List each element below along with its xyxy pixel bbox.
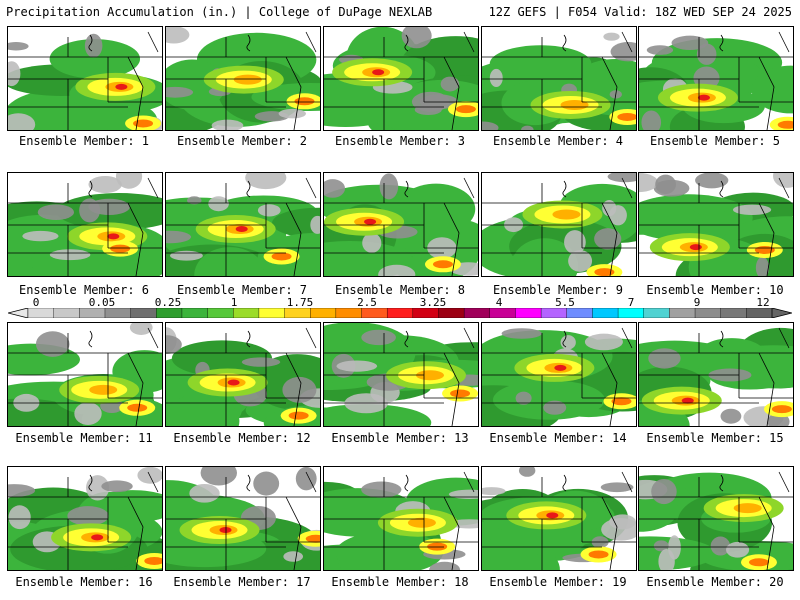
- ensemble-map-panel: [323, 26, 479, 131]
- colorbar-tick-label: 2.5: [357, 296, 377, 309]
- ensemble-map-panel: [165, 322, 321, 427]
- panel-label: Ensemble Member: 8: [334, 283, 466, 297]
- ensemble-map-panel: [7, 466, 163, 571]
- panel-label: Ensemble Member: 17: [173, 575, 311, 589]
- panel-label: Ensemble Member: 3: [334, 134, 466, 148]
- panel-label: Ensemble Member: 11: [15, 431, 153, 445]
- colorbar-tick-label: 1: [230, 296, 238, 309]
- panel-label: Ensemble Member: 19: [489, 575, 627, 589]
- panel-label: Ensemble Member: 7: [176, 283, 308, 297]
- colorbar-tick-label: 1.75: [286, 296, 314, 309]
- panel-label: Ensemble Member: 2: [176, 134, 308, 148]
- colorbar-tick-label: 5.5: [555, 296, 575, 309]
- colorbar-tick-label: 0: [32, 296, 40, 309]
- panel-label: Ensemble Member: 16: [15, 575, 153, 589]
- colorbar-tick-label: 3.25: [419, 296, 447, 309]
- panel-label: Ensemble Member: 9: [492, 283, 624, 297]
- ensemble-map-panel: [323, 172, 479, 277]
- panel-label: Ensemble Member: 1: [18, 134, 150, 148]
- panel-label: Ensemble Member: 12: [173, 431, 311, 445]
- model-valid-time: 12Z GEFS | F054 Valid: 18Z WED SEP 24 20…: [488, 5, 792, 19]
- ensemble-map-panel: [481, 26, 637, 131]
- colorbar-tick-label: 9: [693, 296, 701, 309]
- ensemble-map-panel: [638, 466, 794, 571]
- colorbar-tick-label: 0.25: [154, 296, 182, 309]
- ensemble-map-panel: [7, 26, 163, 131]
- ensemble-map-panel: [7, 172, 163, 277]
- colorbar-tick-label: 4: [495, 296, 503, 309]
- ensemble-map-panel: [638, 322, 794, 427]
- ensemble-map-panel: [165, 26, 321, 131]
- ensemble-map-panel: [165, 466, 321, 571]
- colorbar-tick-label: 12: [756, 296, 770, 309]
- panel-label: Ensemble Member: 14: [489, 431, 627, 445]
- panel-label: Ensemble Member: 5: [649, 134, 781, 148]
- ensemble-map-panel: [481, 322, 637, 427]
- map-title: Precipitation Accumulation (in.) | Colle…: [6, 5, 433, 19]
- panel-label: Ensemble Member: 13: [331, 431, 469, 445]
- panel-label: Ensemble Member: 15: [646, 431, 784, 445]
- ensemble-map-panel: [481, 172, 637, 277]
- panel-label: Ensemble Member: 20: [646, 575, 784, 589]
- panel-label: Ensemble Member: 10: [646, 283, 784, 297]
- colorbar-tick-label: 0.05: [88, 296, 116, 309]
- panel-label: Ensemble Member: 18: [331, 575, 469, 589]
- ensemble-map-panel: [638, 172, 794, 277]
- ensemble-map-panel: [323, 466, 479, 571]
- ensemble-map-panel: [638, 26, 794, 131]
- ensemble-map-panel: [323, 322, 479, 427]
- precip-colorbar: [8, 308, 792, 318]
- ensemble-map-panel: [481, 466, 637, 571]
- ensemble-map-panel: [7, 322, 163, 427]
- colorbar-tick-label: 7: [627, 296, 635, 309]
- panel-label: Ensemble Member: 4: [492, 134, 624, 148]
- panel-label: Ensemble Member: 6: [18, 283, 150, 297]
- ensemble-map-panel: [165, 172, 321, 277]
